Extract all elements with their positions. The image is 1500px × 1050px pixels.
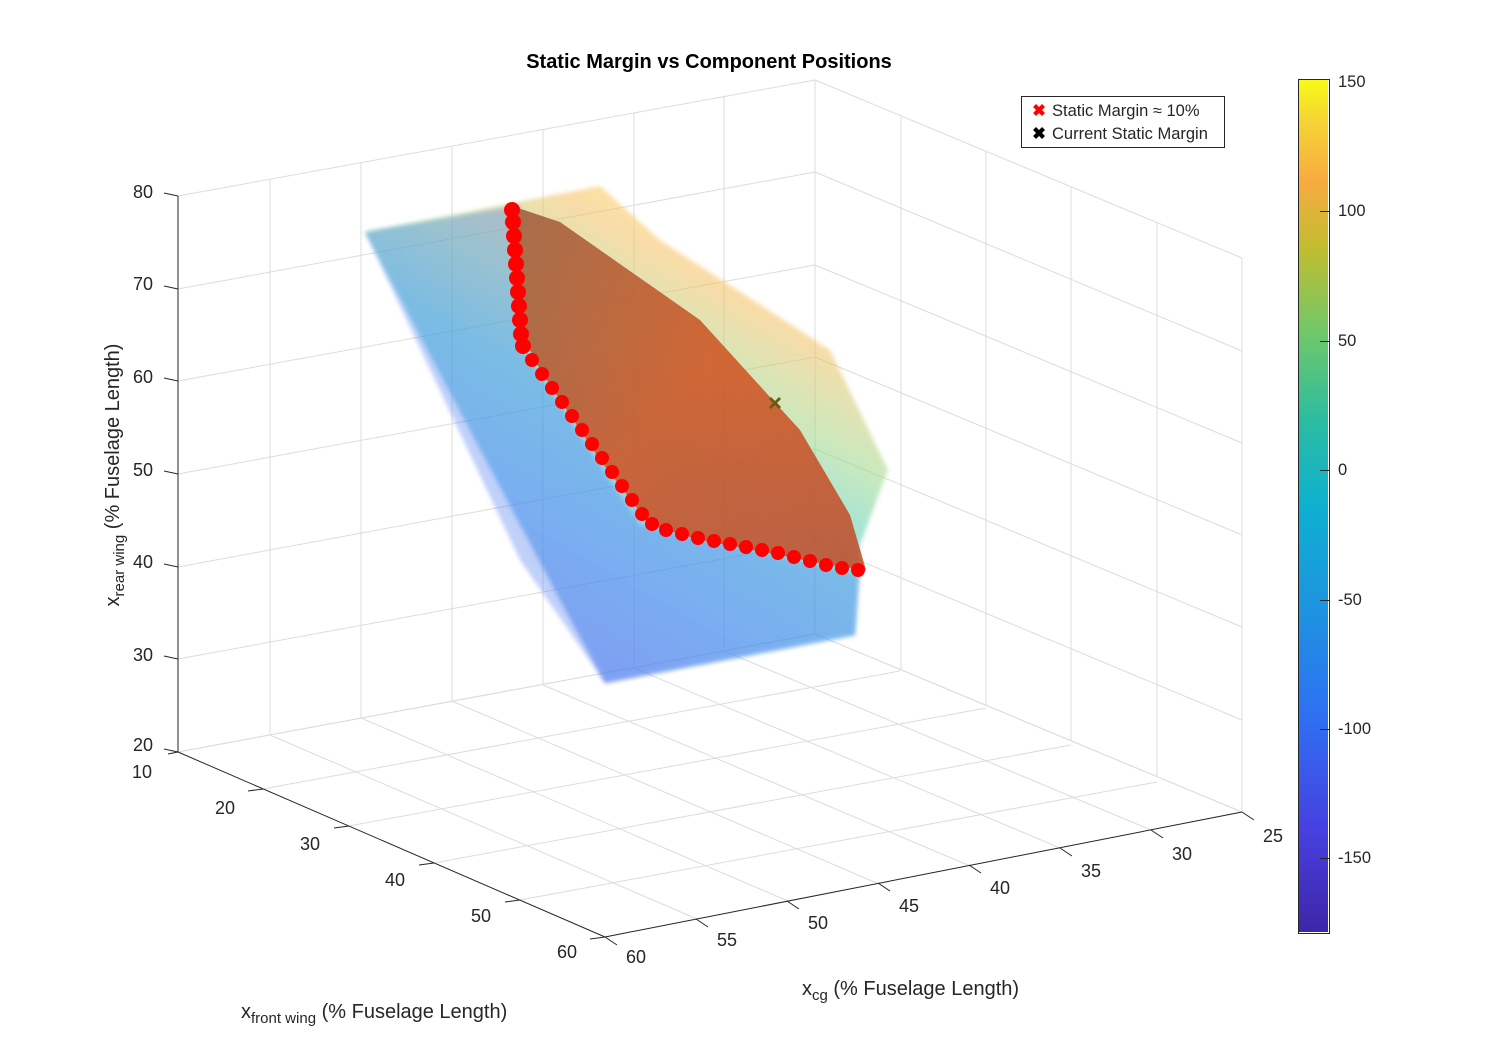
cg-tick-label: 50 bbox=[808, 913, 829, 933]
front-wing-tick-label: 40 bbox=[385, 870, 406, 890]
static-margin-10-markers bbox=[504, 202, 865, 577]
colorbar-tick-label: 50 bbox=[1338, 332, 1357, 350]
colorbar-tick-label: -50 bbox=[1338, 591, 1362, 609]
z-tick-label: 60 bbox=[133, 367, 154, 387]
black-x-marker-icon: ✖ bbox=[1032, 125, 1046, 143]
z-tick-label: 20 bbox=[133, 735, 154, 755]
front-wing-tick-label: 50 bbox=[471, 906, 492, 926]
z-tick-label: 50 bbox=[133, 460, 154, 480]
front-wing-tick-label: 30 bbox=[300, 834, 321, 854]
cg-tick-label: 25 bbox=[1263, 826, 1284, 846]
low-margin-region bbox=[365, 205, 860, 683]
colorbar-tick-mark bbox=[1320, 729, 1329, 730]
legend[interactable]: ✖ Static Margin ≈ 10% ✖ Current Static Mar… bbox=[1021, 96, 1225, 148]
cg-tick-label: 35 bbox=[1081, 861, 1102, 881]
front-axis-label-main: x bbox=[241, 1001, 251, 1023]
front-wing-tick-label: 20 bbox=[215, 798, 236, 818]
axis-lines bbox=[163, 192, 1255, 946]
colorbar-tick-label: -150 bbox=[1338, 849, 1372, 867]
front-wing-tick-label: 10 bbox=[132, 762, 153, 782]
legend-label: Static Margin ≈ 10% bbox=[1052, 102, 1200, 120]
colorbar-tick-label: 0 bbox=[1338, 461, 1348, 479]
cg-tick-label: 45 bbox=[899, 896, 920, 916]
z-axis-label-main: x bbox=[102, 596, 124, 607]
cg-tick-label: 55 bbox=[717, 930, 738, 950]
colorbar-tick-mark bbox=[1320, 470, 1329, 471]
cg-axis-label-main: x bbox=[802, 978, 812, 1000]
colorbar-tick-mark bbox=[1320, 211, 1329, 212]
current-static-margin-marker bbox=[769, 397, 781, 409]
cg-tick-label: 30 bbox=[1172, 844, 1193, 864]
red-x-marker-icon: ✖ bbox=[1032, 102, 1046, 120]
cg-tick-label: 60 bbox=[626, 947, 647, 967]
front-wing-tick-label: 60 bbox=[557, 942, 578, 962]
front-axis-label-rest: (% Fuselage Length) bbox=[316, 1001, 508, 1023]
cg-axis-label-sub: cg bbox=[812, 987, 828, 1004]
z-tick-label: 40 bbox=[133, 552, 154, 572]
chart-title: Static Margin vs Component Positions bbox=[526, 51, 892, 73]
colorbar-tick-mark bbox=[1320, 858, 1329, 859]
colorbar-tick-mark bbox=[1320, 341, 1329, 342]
z-tick-label: 30 bbox=[133, 645, 154, 665]
z-axis-label-rest: (% Fuselage Length) bbox=[102, 343, 124, 535]
colorbar-tick-label: 100 bbox=[1338, 202, 1366, 220]
legend-entry-current-static-margin: ✖ Current Static Margin bbox=[1030, 123, 1208, 145]
legend-label: Current Static Margin bbox=[1052, 125, 1208, 143]
z-tick-label: 80 bbox=[133, 182, 154, 202]
z-axis-label: xrear wing (% Fuselage Length) bbox=[102, 330, 128, 620]
cg-axis-label-rest: (% Fuselage Length) bbox=[827, 978, 1020, 1000]
static-margin-10-surface bbox=[512, 206, 866, 570]
front-wing-axis-label: xfront wing (% Fuselage Length) bbox=[241, 1001, 507, 1027]
z-tick-label: 70 bbox=[133, 274, 154, 294]
cg-tick-label: 40 bbox=[990, 878, 1011, 898]
colorbar-tick-label: 150 bbox=[1338, 73, 1366, 91]
legend-entry-static-margin-10: ✖ Static Margin ≈ 10% bbox=[1030, 100, 1200, 122]
colorbar bbox=[1298, 79, 1330, 934]
colorbar-tick-mark bbox=[1320, 600, 1329, 601]
colorbar-tick-label: -100 bbox=[1338, 720, 1372, 738]
front-axis-label-sub: front wing bbox=[251, 1010, 317, 1027]
cg-axis-label: xcg (% Fuselage Length) bbox=[802, 978, 1019, 1004]
z-axis-label-sub: rear wing bbox=[111, 534, 128, 597]
colorbar-gradient bbox=[1298, 79, 1328, 932]
